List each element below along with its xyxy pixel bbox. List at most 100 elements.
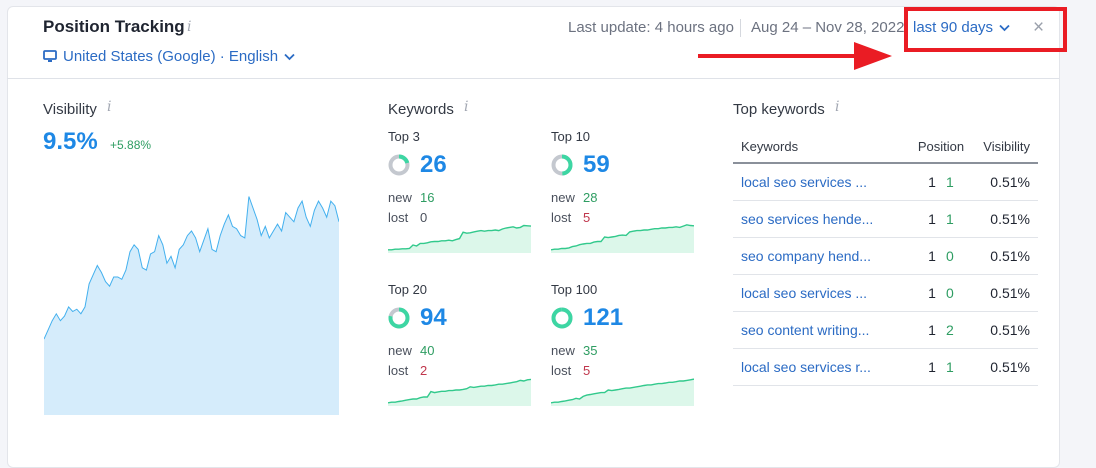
position-from: 1 (928, 248, 936, 264)
position-to: 1 (946, 211, 954, 227)
kw-group-caption: Top 20 (388, 282, 428, 297)
table-row: seo services hende... 1 1 0.51% (733, 200, 1038, 238)
last-update-text: Last update: 4 hours ago (568, 19, 734, 36)
position-cell: 1 0 (901, 274, 981, 312)
kw-group-top10[interactable]: Top 10 59 new 28 lost 5 (551, 129, 696, 269)
keywords-info-icon[interactable]: i (464, 99, 469, 115)
table-row: local seo services ... 1 0 0.51% (733, 274, 1038, 312)
donut-icon (388, 307, 410, 329)
lost-label: lost (388, 363, 409, 378)
sparkline-line (551, 378, 694, 404)
new-label: new (551, 343, 575, 358)
visibility-delta: +5.88% (110, 138, 152, 152)
close-icon[interactable]: × (1033, 17, 1045, 38)
position-to: 1 (946, 174, 954, 190)
sparkline (388, 224, 531, 253)
position-to: 2 (946, 322, 954, 338)
keyword-link[interactable]: seo company hend... (733, 237, 901, 275)
sparkline-line (551, 224, 694, 251)
keyword-link[interactable]: local seo services ... (733, 163, 901, 201)
donut-icon (551, 307, 573, 329)
table-row: local seo services r... 1 1 0.51% (733, 348, 1038, 386)
visibility-label: Visibility (43, 101, 97, 118)
visibility-cell: 0.51% (981, 348, 1038, 386)
kw-group-top3[interactable]: Top 3 26 new 16 lost 0 (388, 129, 533, 269)
position-from: 1 (928, 174, 936, 190)
chevron-down-icon (999, 24, 1010, 31)
location-label: United States (Google) · English (63, 48, 279, 65)
kw-group-count: 26 (420, 151, 447, 178)
donut-icon (388, 154, 410, 176)
visibility-cell: 0.51% (981, 311, 1038, 349)
visibility-cell: 0.51% (981, 200, 1038, 238)
lost-label: lost (388, 210, 409, 225)
visibility-value: 9.5% (43, 128, 98, 155)
location-selector[interactable]: United States (Google) · English (43, 48, 295, 65)
visibility-cell: 0.51% (981, 163, 1038, 201)
sparkline-area (551, 224, 694, 253)
visibility-cell: 0.51% (981, 274, 1038, 312)
position-to: 0 (946, 248, 954, 264)
kw-group-caption: Top 100 (551, 282, 598, 297)
keyword-link[interactable]: seo services hende... (733, 200, 901, 238)
keyword-link[interactable]: seo content writing... (733, 311, 901, 349)
sparkline (551, 378, 694, 406)
kw-group-count: 121 (583, 304, 624, 331)
new-value: 28 (583, 190, 598, 205)
new-label: new (388, 343, 412, 358)
annotation-arrow-icon (698, 42, 892, 70)
kw-group-caption: Top 10 (551, 129, 591, 144)
table-row: local seo services ... 1 1 0.51% (733, 163, 1038, 201)
date-range-text: Aug 24 – Nov 28, 2022 (751, 19, 905, 36)
kw-group-top20[interactable]: Top 20 94 new 40 lost 2 (388, 282, 533, 422)
position-cell: 1 1 (901, 348, 981, 386)
position-cell: 1 1 (901, 163, 981, 201)
position-from: 1 (928, 211, 936, 227)
kw-group-count: 59 (583, 151, 610, 178)
visibility-chart (44, 196, 339, 415)
sparkline-line (388, 378, 531, 404)
header-divider (7, 78, 1059, 79)
position-to: 1 (946, 359, 954, 375)
sparkline (551, 224, 694, 253)
keyword-link[interactable]: local seo services ... (733, 274, 901, 312)
title-info-icon[interactable]: i (187, 19, 192, 35)
donut-icon (551, 154, 573, 176)
page-title: Position Tracking (43, 17, 185, 36)
sparkline-area (388, 379, 531, 406)
highlight-box (904, 7, 1067, 52)
header-separator (740, 19, 741, 37)
visibility-info-icon[interactable]: i (107, 99, 112, 115)
kw-group-top100[interactable]: Top 100 121 new 35 lost 5 (551, 282, 696, 422)
lost-value: 0 (420, 210, 428, 225)
keywords-label: Keywords (388, 101, 454, 118)
position-to: 0 (946, 285, 954, 301)
new-value: 35 (583, 343, 598, 358)
column-header-visibility[interactable]: Visibility (981, 130, 1038, 164)
visibility-area (44, 196, 339, 415)
top-keywords-table: Keywords Position Visibility local seo s… (733, 130, 1038, 386)
position-cell: 1 2 (901, 311, 981, 349)
period-selector[interactable]: last 90 days (913, 19, 1010, 36)
period-label: last 90 days (913, 19, 994, 36)
top-keywords-info-icon[interactable]: i (835, 99, 840, 115)
visibility-line (44, 196, 339, 340)
keyword-link[interactable]: local seo services r... (733, 348, 901, 386)
position-from: 1 (928, 285, 936, 301)
lost-value: 2 (420, 363, 428, 378)
sparkline-line (388, 224, 531, 251)
sparkline (388, 378, 531, 406)
new-label: new (388, 190, 412, 205)
table-row: seo content writing... 1 2 0.51% (733, 311, 1038, 349)
monitor-icon (43, 50, 57, 62)
position-from: 1 (928, 359, 936, 375)
kw-group-caption: Top 3 (388, 129, 420, 144)
column-header-position[interactable]: Position (901, 130, 981, 164)
lost-value: 5 (583, 210, 591, 225)
position-from: 1 (928, 322, 936, 338)
position-cell: 1 0 (901, 237, 981, 275)
table-row: seo company hend... 1 0 0.51% (733, 237, 1038, 275)
new-value: 40 (420, 343, 435, 358)
new-value: 16 (420, 190, 435, 205)
column-header-keywords[interactable]: Keywords (733, 130, 901, 164)
